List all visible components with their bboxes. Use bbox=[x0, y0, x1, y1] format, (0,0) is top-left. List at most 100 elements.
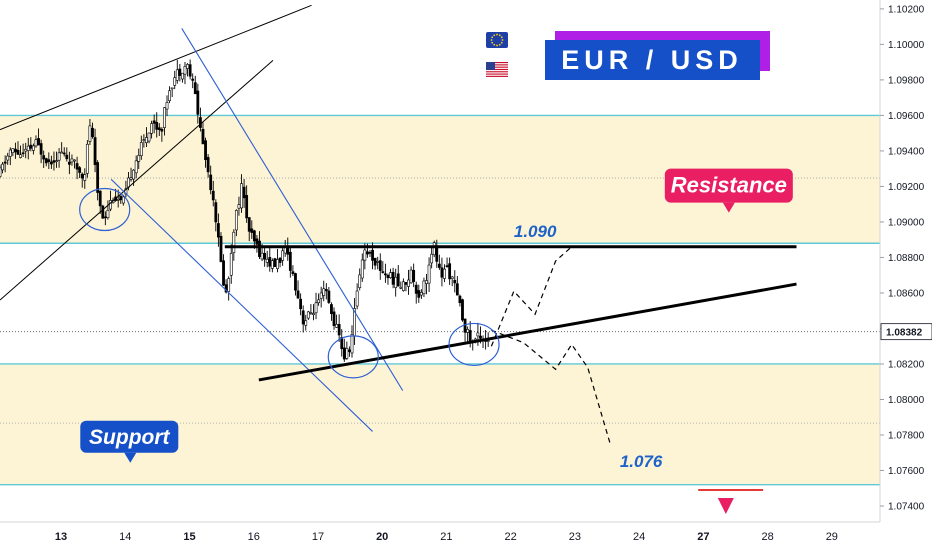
candle-body bbox=[399, 287, 403, 289]
candle-body bbox=[173, 77, 177, 86]
candle-body bbox=[288, 251, 292, 271]
candle-body bbox=[468, 330, 472, 342]
candle-body bbox=[129, 177, 133, 180]
candle-body bbox=[75, 163, 79, 170]
candle-body bbox=[466, 329, 470, 333]
candle-body bbox=[222, 260, 225, 286]
candle-body bbox=[448, 263, 452, 280]
candle-body bbox=[396, 273, 400, 287]
candle-body bbox=[60, 151, 64, 154]
candle-body bbox=[450, 276, 454, 279]
candle-body bbox=[294, 273, 297, 291]
y-tick-label: 1.09200 bbox=[888, 182, 925, 193]
candle-body bbox=[335, 324, 338, 328]
candle-body bbox=[299, 298, 303, 310]
us-flag-stripe bbox=[486, 62, 508, 64]
candle-body bbox=[250, 228, 254, 233]
candle-body bbox=[1, 163, 4, 171]
candle-body bbox=[39, 143, 43, 155]
title-box bbox=[545, 40, 760, 80]
candle-body bbox=[73, 159, 76, 162]
us-flag-stripe bbox=[486, 73, 508, 75]
candle-body bbox=[88, 125, 92, 142]
candle-body bbox=[342, 347, 346, 360]
eu-flag-star bbox=[491, 36, 494, 39]
candle-body bbox=[106, 209, 110, 219]
candle-body bbox=[332, 311, 336, 326]
candle-body bbox=[103, 216, 107, 219]
candle-body bbox=[252, 230, 256, 242]
candle-body bbox=[304, 320, 308, 326]
eu-flag-star bbox=[500, 41, 503, 44]
candle-body bbox=[193, 82, 197, 95]
candle-body bbox=[281, 250, 285, 261]
candle-body bbox=[232, 231, 236, 253]
candle-body bbox=[240, 183, 243, 209]
candle-body bbox=[216, 223, 220, 238]
eu-flag-star bbox=[496, 33, 498, 36]
candle-body bbox=[296, 290, 300, 299]
x-tick-label: 23 bbox=[569, 531, 581, 543]
candle-body bbox=[422, 280, 426, 295]
candle-body bbox=[157, 127, 161, 131]
candle-body bbox=[227, 278, 231, 292]
candle-body bbox=[96, 162, 100, 193]
candle-body bbox=[145, 137, 148, 144]
candle-body bbox=[319, 292, 323, 299]
candle-body bbox=[152, 120, 156, 124]
candle-body bbox=[191, 78, 195, 81]
candle-body bbox=[32, 145, 35, 151]
us-flag-icon bbox=[486, 62, 508, 78]
trendlines-layer bbox=[0, 4, 797, 445]
candle-body bbox=[412, 269, 416, 282]
candle-body bbox=[0, 167, 2, 177]
candle-body bbox=[322, 288, 326, 296]
candle-body bbox=[278, 257, 282, 263]
candle-body bbox=[476, 332, 480, 337]
candle-body bbox=[37, 138, 40, 146]
y-tick-label: 1.08200 bbox=[888, 359, 925, 370]
candle-body bbox=[389, 272, 392, 278]
rising-channel-upper-line bbox=[0, 4, 312, 131]
candle-body bbox=[245, 195, 249, 219]
candle-body bbox=[270, 260, 274, 269]
candle-body bbox=[371, 249, 374, 261]
candle-body bbox=[119, 195, 123, 201]
current-price-label: 1.08382 bbox=[886, 328, 923, 339]
resistance-badge-pointer bbox=[722, 202, 735, 213]
us-flag-canton bbox=[486, 62, 495, 70]
candle-body bbox=[211, 190, 215, 201]
candle-body bbox=[276, 259, 279, 269]
candle-body bbox=[178, 68, 182, 76]
candle-body bbox=[21, 152, 25, 155]
y-tick-label: 1.09600 bbox=[888, 111, 925, 122]
down-arrow-icon bbox=[717, 498, 734, 515]
candle-body bbox=[453, 279, 457, 284]
y-tick-label: 1.08600 bbox=[888, 288, 925, 299]
x-tick-label: 22 bbox=[505, 531, 517, 543]
candle-body bbox=[360, 259, 364, 279]
candle-body bbox=[366, 251, 369, 255]
y-tick-label: 1.10000 bbox=[888, 40, 925, 51]
x-tick-label: 20 bbox=[376, 531, 388, 543]
candle-body bbox=[134, 160, 138, 174]
candle-body bbox=[206, 157, 210, 173]
us-flag-stripe bbox=[486, 66, 508, 68]
support-trendline bbox=[258, 282, 797, 382]
candle-body bbox=[348, 349, 351, 352]
x-tick-label: 13 bbox=[55, 531, 67, 543]
x-tick-label: 16 bbox=[248, 531, 260, 543]
candle-body bbox=[317, 299, 320, 304]
candle-body bbox=[417, 290, 421, 298]
eu-flag-star bbox=[501, 39, 504, 41]
candle-body bbox=[101, 205, 105, 219]
bearish-projection bbox=[491, 329, 611, 445]
candle-body bbox=[80, 173, 84, 179]
candle-body bbox=[52, 160, 56, 163]
candle-body bbox=[42, 155, 46, 160]
candle-body bbox=[381, 271, 385, 273]
candle-body bbox=[237, 204, 241, 209]
us-flag-stripe bbox=[486, 64, 508, 66]
eu-flag-icon bbox=[486, 32, 508, 48]
